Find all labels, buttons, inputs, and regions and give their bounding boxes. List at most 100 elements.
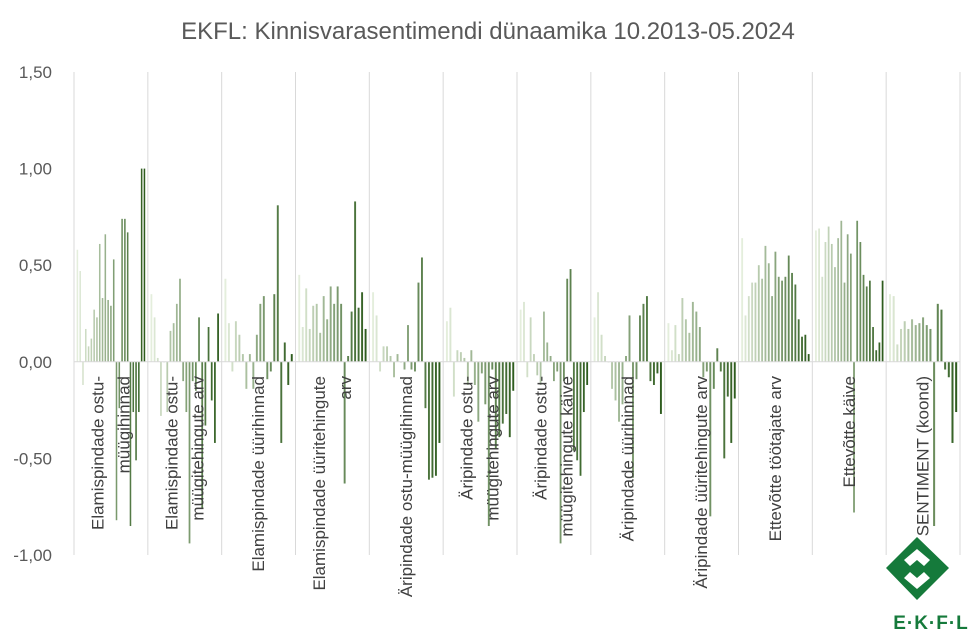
- bar: [238, 334, 241, 362]
- y-tick-label: 0,00: [19, 353, 52, 372]
- bar: [96, 317, 98, 362]
- bar: [543, 311, 545, 362]
- bar: [900, 328, 903, 362]
- bar: [498, 361, 501, 438]
- category-label: Ettevõtte töötajate arv: [766, 376, 785, 542]
- bar: [667, 323, 670, 362]
- bar: [386, 346, 389, 362]
- bar: [301, 327, 304, 362]
- bar: [76, 249, 79, 362]
- bar: [922, 317, 925, 362]
- bar: [107, 299, 109, 362]
- bar: [553, 361, 555, 382]
- bar: [456, 350, 459, 362]
- category-label: müügihinnad: [114, 376, 133, 473]
- bar: [512, 361, 515, 391]
- bar: [276, 205, 279, 362]
- bar: [505, 361, 508, 414]
- bar: [466, 361, 469, 385]
- bar: [217, 313, 219, 362]
- y-tick-label: 1,00: [19, 160, 52, 179]
- bar: [888, 294, 892, 362]
- bar: [856, 220, 859, 362]
- bar: [681, 298, 684, 362]
- category-label: Elamispindade üüritehingute: [310, 376, 329, 591]
- bar: [79, 270, 81, 362]
- category-label: müügitehingute arv: [484, 376, 503, 521]
- bar: [234, 321, 237, 362]
- bar: [287, 361, 290, 385]
- bar: [840, 220, 843, 362]
- bar: [477, 361, 480, 422]
- bar: [716, 348, 719, 362]
- bar: [807, 354, 810, 362]
- bar: [781, 280, 783, 362]
- bar: [290, 354, 293, 362]
- category-label: Elamispindade üürihinnad: [249, 376, 268, 572]
- bar: [579, 361, 582, 476]
- bar: [621, 361, 624, 405]
- bar: [336, 286, 339, 362]
- category-label: Ettevõtte käive: [840, 376, 859, 488]
- bar: [600, 334, 603, 362]
- bar: [821, 276, 824, 362]
- bar: [372, 292, 375, 362]
- bar: [354, 201, 357, 362]
- bar: [684, 319, 687, 362]
- bar: [767, 263, 770, 362]
- bar: [312, 305, 315, 362]
- bar: [723, 361, 726, 459]
- bar: [688, 332, 691, 362]
- bar: [241, 354, 244, 362]
- bar: [652, 361, 655, 385]
- bar: [315, 303, 318, 362]
- bar: [101, 298, 104, 362]
- bar: [480, 361, 483, 374]
- y-tick-label: 1,50: [19, 63, 52, 82]
- bar: [933, 361, 936, 527]
- bar: [911, 319, 914, 362]
- bar: [280, 361, 283, 443]
- bar: [427, 361, 430, 480]
- bar: [914, 325, 917, 362]
- bar: [269, 361, 272, 372]
- bar: [329, 286, 332, 362]
- bar: [791, 272, 793, 362]
- bar: [566, 278, 569, 362]
- bar: [375, 315, 378, 362]
- bar: [649, 361, 652, 382]
- bar: [549, 356, 552, 362]
- bar: [414, 361, 416, 372]
- bar: [878, 342, 881, 362]
- bar: [695, 311, 698, 362]
- bar: [849, 253, 852, 362]
- y-tick-label: -1,00: [13, 546, 52, 565]
- bar: [597, 292, 600, 362]
- bar: [556, 361, 559, 372]
- bar: [843, 282, 846, 362]
- bar: [569, 269, 572, 362]
- bar: [846, 234, 849, 362]
- bar: [121, 218, 123, 362]
- bar: [611, 361, 613, 389]
- category-label: Äripindade üüritehingute arv: [692, 376, 711, 589]
- bar: [818, 228, 820, 362]
- bar: [639, 315, 641, 362]
- bar: [744, 315, 747, 362]
- category-label: Elamispindade ostu-: [162, 376, 181, 530]
- category-label: Äripindade üürihinnad: [618, 376, 637, 541]
- y-axis-ticks: -1,00 -0,50 0,00 0,50 1,00 1,50: [13, 63, 52, 565]
- bar: [539, 361, 542, 385]
- bar: [586, 361, 589, 385]
- bar: [389, 356, 392, 362]
- logo-wordmark: E·K·F·L: [893, 613, 969, 634]
- bar: [98, 243, 101, 362]
- bar: [691, 301, 694, 362]
- bar: [273, 294, 276, 362]
- bar: [929, 328, 932, 362]
- category-label: Elamispindade ostu-: [88, 376, 107, 530]
- logo-emblem-mark: [904, 549, 930, 589]
- bar: [305, 288, 308, 362]
- bar: [357, 307, 360, 362]
